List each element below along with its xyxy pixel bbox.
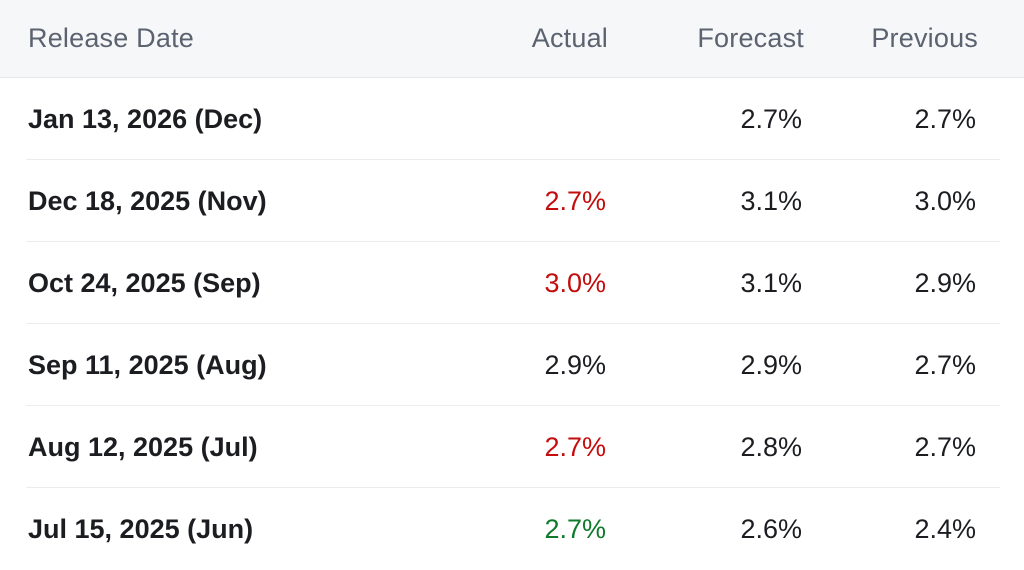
table-row[interactable]: Dec 18, 2025 (Nov) 2.7% 3.1% 3.0% <box>0 160 1024 242</box>
previous-cell: 2.4% <box>914 513 976 544</box>
release-date-cell: Aug 12, 2025 (Jul) <box>28 431 258 462</box>
release-date-cell: Jul 15, 2025 (Jun) <box>28 513 254 544</box>
table-body: Jan 13, 2026 (Dec) 2.7% 2.7% Dec 18, 202… <box>0 78 1024 570</box>
release-date-cell: Oct 24, 2025 (Sep) <box>28 267 261 298</box>
table-row[interactable]: Aug 12, 2025 (Jul) 2.7% 2.8% 2.7% <box>0 406 1024 488</box>
forecast-cell: 2.9% <box>740 349 802 380</box>
forecast-cell: 2.8% <box>740 431 802 462</box>
forecast-cell: 3.1% <box>740 267 802 298</box>
table-row[interactable]: Jan 13, 2026 (Dec) 2.7% 2.7% <box>0 78 1024 160</box>
column-header-forecast[interactable]: Forecast <box>697 23 804 53</box>
table-header: Release Date Actual Forecast Previous <box>0 0 1024 78</box>
actual-cell: 2.7% <box>544 185 606 216</box>
previous-cell: 2.7% <box>914 431 976 462</box>
column-header-release-date[interactable]: Release Date <box>28 23 194 53</box>
previous-cell: 2.7% <box>914 103 976 134</box>
previous-cell: 3.0% <box>914 185 976 216</box>
actual-cell: 2.9% <box>544 349 606 380</box>
release-date-cell: Sep 11, 2025 (Aug) <box>28 349 267 380</box>
actual-cell: 2.7% <box>544 431 606 462</box>
column-header-actual[interactable]: Actual <box>531 23 608 53</box>
forecast-cell: 3.1% <box>740 185 802 216</box>
table-row[interactable]: Oct 24, 2025 (Sep) 3.0% 3.1% 2.9% <box>0 242 1024 324</box>
release-date-cell: Dec 18, 2025 (Nov) <box>28 185 267 216</box>
column-header-previous[interactable]: Previous <box>871 23 978 53</box>
table-row[interactable]: Sep 11, 2025 (Aug) 2.9% 2.9% 2.7% <box>0 324 1024 406</box>
actual-cell: 3.0% <box>544 267 606 298</box>
actual-cell: 2.7% <box>544 513 606 544</box>
previous-cell: 2.9% <box>914 267 976 298</box>
previous-cell: 2.7% <box>914 349 976 380</box>
table-row[interactable]: Jul 15, 2025 (Jun) 2.7% 2.6% 2.4% <box>0 488 1024 570</box>
release-date-cell: Jan 13, 2026 (Dec) <box>28 103 263 134</box>
forecast-cell: 2.7% <box>740 103 802 134</box>
forecast-cell: 2.6% <box>740 513 802 544</box>
